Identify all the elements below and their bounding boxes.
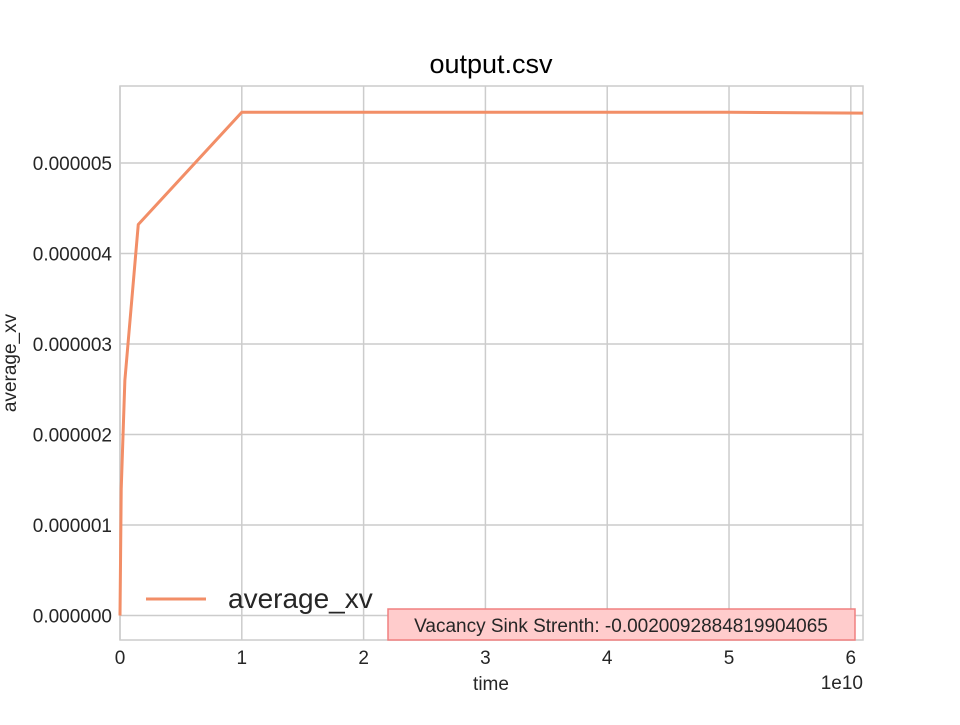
series-layer xyxy=(118,110,864,616)
chart-title: output.csv xyxy=(429,49,553,79)
y-tick-label: 0.000002 xyxy=(33,426,112,447)
grid xyxy=(119,86,863,640)
y-tick-label: 0.000001 xyxy=(33,516,112,537)
legend-label-average-xv: average_xv xyxy=(228,583,373,614)
x-tick-label: 6 xyxy=(846,648,857,669)
x-tick-label: 2 xyxy=(358,648,369,669)
x-tick-label: 3 xyxy=(480,648,491,669)
annotation-background xyxy=(387,608,856,641)
legend: average_xv xyxy=(146,583,373,614)
annotation-text: Vacancy Sink Strenth: -0.002009288481990… xyxy=(414,616,828,637)
x-tick-label: 4 xyxy=(602,648,613,669)
annotation-box: Vacancy Sink Strenth: -0.002009288481990… xyxy=(387,608,856,641)
x-tick-labels: 0 1 2 3 4 5 6 xyxy=(115,648,856,669)
y-tick-label: 0.000004 xyxy=(33,244,113,265)
x-tick-label: 0 xyxy=(115,648,126,669)
x-axis-offset-label: 1e10 xyxy=(821,673,863,694)
y-tick-labels: 0.000000 0.000001 0.000002 0.000003 0.000004… xyxy=(33,154,113,628)
x-axis-label: time xyxy=(473,674,509,695)
series-line-average-xv xyxy=(118,110,864,616)
x-tick-label: 1 xyxy=(237,648,248,669)
y-axis-label: average_xv xyxy=(0,313,21,412)
y-tick-label: 0.000003 xyxy=(33,335,112,356)
x-tick-label: 5 xyxy=(724,648,735,669)
y-tick-label: 0.000005 xyxy=(33,154,112,175)
y-tick-label: 0.000000 xyxy=(33,607,112,628)
